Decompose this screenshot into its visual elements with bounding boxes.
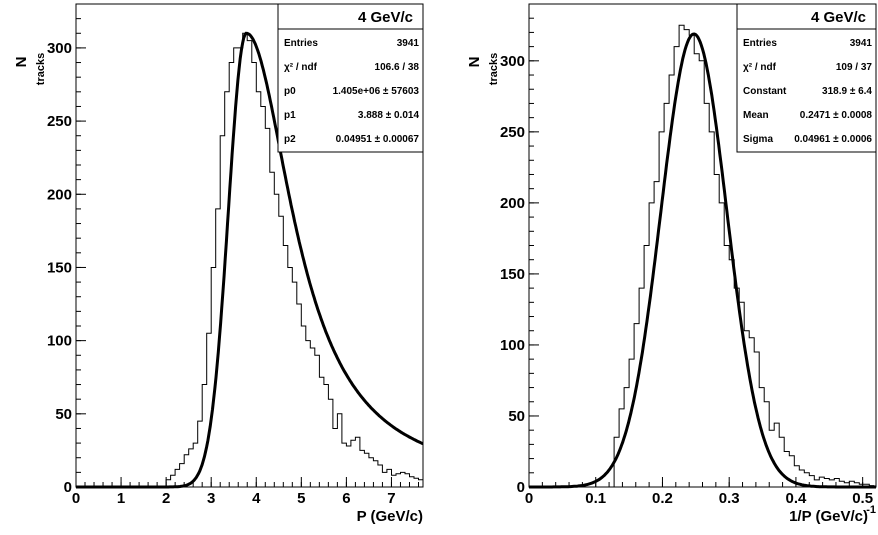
chart2-y-tick-label: 200 <box>500 195 525 212</box>
chart2-stats-label: Constant <box>743 86 787 97</box>
chart1-x-tick-label: 3 <box>207 490 215 507</box>
chart2-fit-curve <box>529 32 876 489</box>
chart2-y-tick-label: 100 <box>500 337 525 354</box>
chart2-y-axis-title-sub: tracks <box>488 53 500 85</box>
chart1-stats-value: 0.04951 ± 0.00067 <box>336 134 420 145</box>
chart2-stats-value: 318.9 ± 6.4 <box>822 86 872 97</box>
chart1-y-axis-title: N <box>13 57 30 68</box>
chart2-x-axis-title: 1/P (GeV/c) <box>789 508 868 525</box>
chart1-stats-box <box>277 3 424 153</box>
chart2-y-axis-title: N <box>466 57 483 68</box>
chart2-stats-label: Mean <box>743 110 769 121</box>
chart1-x-tick-label: 1 <box>117 490 125 507</box>
chart1-stats-label: p1 <box>284 110 296 121</box>
chart2-stats-title: 4 GeV/c <box>811 9 866 26</box>
chart1-x-axis-title: P (GeV/c) <box>357 508 423 525</box>
chart2-y-tick-label: 0 <box>517 479 525 496</box>
chart1-histogram <box>76 32 423 488</box>
chart1-stats-label: p2 <box>284 134 296 145</box>
chart1-x-tick-label: 6 <box>342 490 350 507</box>
chart1-y-tick-label: 300 <box>47 40 72 57</box>
chart1-x-tick-label: 4 <box>252 490 261 507</box>
chart2-stats-value: 0.2471 ± 0.0008 <box>800 110 873 121</box>
chart1-x-tick-label: 0 <box>72 490 80 507</box>
chart1-y-tick-label: 0 <box>64 479 72 496</box>
chart2-y-tick-label: 300 <box>500 53 525 70</box>
chart2-stats-label: Entries <box>743 38 777 49</box>
chart1-stats-title: 4 GeV/c <box>358 9 413 26</box>
chart2-x-axis-title-sup: -1 <box>866 504 876 516</box>
chart2-stats-value: 0.04961 ± 0.0006 <box>794 134 872 145</box>
chart1-x-tick-label: 7 <box>387 490 395 507</box>
chart2-x-tick-label: 0.2 <box>652 490 673 507</box>
chart2-x-tick-label: 0.3 <box>719 490 740 507</box>
chart1-stats-label: Entries <box>284 38 318 49</box>
chart2-x-tick-label: 0 <box>525 490 533 507</box>
chart1-x-tick-label: 2 <box>162 490 170 507</box>
chart2-stats-value: 3941 <box>850 38 873 49</box>
chart2-x-tick-label: 0.5 <box>852 490 873 507</box>
chart1-fit-curve <box>76 31 424 489</box>
chart1-stats-value: 106.6 / 38 <box>375 62 420 73</box>
chart1-x-tick-label: 5 <box>297 490 305 507</box>
chart2-y-tick-label: 250 <box>500 124 525 141</box>
chart1-y-tick-label: 100 <box>47 333 72 350</box>
chart1-stats-value: 1.405e+06 ± 57603 <box>333 86 420 97</box>
chart1-y-tick-label: 50 <box>55 406 72 423</box>
chart2-y-tick-label: 150 <box>500 266 525 283</box>
chart2-stats-box <box>736 3 877 153</box>
chart2-stats-label: χ² / ndf <box>743 62 777 73</box>
chart1-frame <box>75 3 424 488</box>
chart2-y-tick-label: 50 <box>508 408 525 425</box>
chart1-y-tick-label: 250 <box>47 113 72 130</box>
chart1-y-tick-label: 200 <box>47 186 72 203</box>
chart1-stats-value: 3941 <box>397 38 420 49</box>
chart2-x-tick-label: 0.1 <box>585 490 606 507</box>
chart1-y-axis-title-sub: tracks <box>35 53 47 85</box>
chart1-stats-value: 3.888 ± 0.014 <box>358 110 420 121</box>
chart1-y-tick-label: 150 <box>47 259 72 276</box>
chart1-stats-label: p0 <box>284 86 296 97</box>
chart2-x-tick-label: 0.4 <box>785 490 807 507</box>
chart2-stats-value: 109 / 37 <box>836 62 873 73</box>
chart1-stats-label: χ² / ndf <box>284 62 318 73</box>
chart2-stats-label: Sigma <box>743 134 773 145</box>
